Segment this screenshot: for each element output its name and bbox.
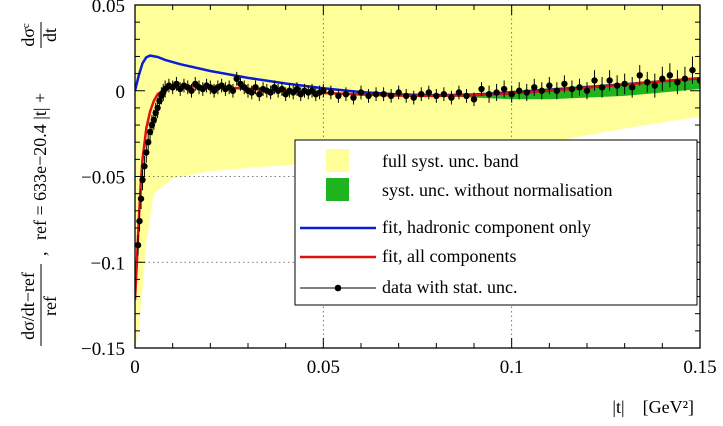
data-point	[233, 75, 240, 82]
legend-label-data: data with stat. unc.	[382, 277, 517, 297]
data-point	[256, 90, 263, 98]
legend-swatch-data-marker	[334, 284, 342, 292]
data-point	[568, 85, 576, 93]
legend-label-full-band: full syst. unc. band	[382, 151, 519, 171]
y-tick-label: −0.15	[81, 339, 125, 360]
data-point	[380, 90, 387, 98]
data-point	[188, 87, 195, 94]
y-label-right-denominator: dt	[40, 28, 60, 42]
data-point	[372, 90, 380, 98]
data-point	[561, 80, 568, 88]
data-point	[403, 92, 410, 100]
data-point	[606, 77, 613, 84]
data-point	[681, 75, 689, 82]
data-point	[553, 87, 561, 94]
data-point	[293, 85, 301, 93]
y-label-separator: ,	[30, 252, 50, 257]
data-point	[365, 92, 372, 100]
data-point	[173, 80, 180, 88]
data-point	[350, 94, 357, 101]
x-axis-label: |t| [GeV²]	[612, 397, 694, 417]
data-point	[538, 87, 545, 94]
y-tick-label: −0.1	[91, 253, 125, 274]
data-point	[267, 89, 274, 96]
data-point	[644, 78, 651, 86]
y-axis-label: dσ/dt−ref ref , ref = 633e−20.4 |t| + dσ…	[18, 22, 60, 346]
y-label-left-numerator: dσ/dt−ref	[18, 272, 38, 340]
data-point	[500, 85, 508, 93]
legend-swatch-full-band	[326, 149, 349, 172]
data-point	[137, 195, 145, 202]
data-point	[493, 89, 500, 96]
data-point	[136, 217, 143, 225]
data-point	[485, 90, 493, 98]
y-label-left-denominator: ref	[40, 296, 60, 316]
data-point	[357, 89, 365, 96]
data-point	[576, 84, 583, 91]
legend-box	[294, 139, 698, 306]
data-point	[651, 82, 658, 89]
data-point	[696, 77, 700, 84]
x-tick-label: 0	[130, 357, 140, 378]
data-point	[448, 94, 455, 101]
data-point	[335, 92, 342, 100]
y-tick-label: −0.05	[81, 168, 125, 189]
data-point	[629, 84, 636, 91]
data-point	[410, 94, 417, 101]
data-point	[613, 82, 621, 89]
data-point	[523, 89, 530, 96]
data-point	[229, 87, 237, 94]
data-point	[689, 66, 696, 74]
tick-labels: 0 0.05 0.1 0.15 −0.15 −0.1 −0.05 0 0.05	[81, 0, 717, 378]
x-tick-label: 0.15	[683, 357, 716, 378]
data-point	[387, 92, 395, 100]
data-point	[546, 82, 553, 89]
data-point	[455, 89, 463, 96]
data-point	[248, 89, 255, 96]
data-point	[591, 77, 598, 84]
data-point	[621, 80, 628, 88]
legend-label-all-fit: fit, all components	[382, 246, 516, 266]
x-tick-label: 0.1	[500, 357, 524, 378]
legend: full syst. unc. band syst. unc. without …	[294, 139, 698, 306]
x-tick-label: 0.05	[307, 357, 340, 378]
data-point	[141, 163, 148, 170]
data-point	[320, 87, 327, 94]
data-point	[252, 84, 259, 91]
data-point	[478, 85, 485, 93]
y-label-ref-expression: ref = 633e−20.4 |t| +	[30, 88, 50, 240]
data-point	[418, 90, 425, 98]
data-point	[583, 87, 591, 94]
legend-label-hadronic-fit: fit, hadronic component only	[382, 217, 591, 237]
data-point	[139, 176, 146, 184]
data-point	[440, 90, 448, 98]
data-point	[674, 78, 681, 86]
data-point	[327, 89, 335, 96]
data-point	[470, 96, 478, 103]
data-point	[425, 89, 432, 96]
data-point	[463, 92, 470, 100]
legend-swatch-syst-band	[326, 178, 349, 201]
legend-label-syst-band: syst. unc. without normalisation	[382, 180, 612, 200]
data-points	[135, 56, 700, 256]
data-point	[508, 90, 515, 98]
data-point	[636, 72, 643, 79]
data-point	[395, 89, 402, 96]
data-point	[666, 72, 674, 79]
y-label-right-numerator: dσᶜ	[18, 23, 38, 47]
data-point	[342, 90, 350, 98]
data-point	[516, 87, 523, 94]
y-tick-label: 0	[116, 82, 126, 103]
y-tick-label: 0.05	[92, 0, 125, 17]
data-point	[278, 85, 286, 93]
data-point	[598, 84, 606, 91]
data-point	[433, 92, 440, 100]
data-point	[659, 75, 666, 82]
data-point	[531, 84, 538, 91]
